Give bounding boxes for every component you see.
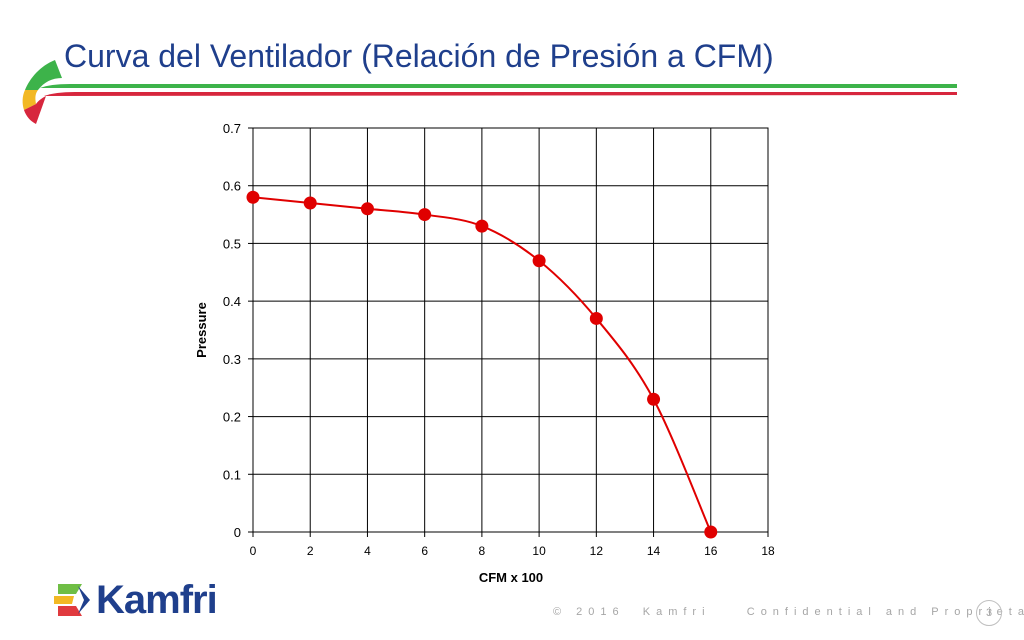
header-arc-green bbox=[25, 60, 62, 90]
data-point bbox=[589, 311, 603, 325]
header-decoration bbox=[22, 60, 957, 124]
kamfri-logo-mark bbox=[54, 584, 90, 616]
x-tick-label: 6 bbox=[421, 544, 428, 558]
data-point bbox=[475, 219, 489, 233]
header-arc-red bbox=[24, 96, 46, 124]
page-number: 3 bbox=[976, 600, 1002, 626]
y-tick-label: 0.7 bbox=[223, 121, 241, 136]
x-tick-label: 2 bbox=[307, 544, 314, 558]
x-tick-label: 8 bbox=[479, 544, 486, 558]
y-tick-label: 0 bbox=[234, 525, 241, 540]
data-point bbox=[246, 190, 260, 204]
plot-area bbox=[252, 127, 769, 533]
x-tick-label: 16 bbox=[704, 544, 718, 558]
x-axis-label: CFM x 100 bbox=[479, 570, 543, 585]
y-tick-label: 0.1 bbox=[223, 467, 241, 482]
data-point bbox=[704, 525, 718, 539]
x-tick-label: 18 bbox=[761, 544, 775, 558]
x-tick-label: 14 bbox=[647, 544, 661, 558]
data-point bbox=[647, 392, 661, 406]
data-point bbox=[418, 208, 432, 222]
x-tick-label: 10 bbox=[532, 544, 546, 558]
kamfri-logo: Kamfri bbox=[52, 578, 218, 622]
x-tick-label: 4 bbox=[364, 544, 371, 558]
x-tick-label: 12 bbox=[590, 544, 604, 558]
y-tick-label: 0.3 bbox=[223, 352, 241, 367]
y-tick-label: 0.5 bbox=[223, 236, 241, 251]
x-tick-label: 0 bbox=[250, 544, 257, 558]
y-axis-label: Pressure bbox=[194, 302, 209, 358]
footer-copyright: © 2016 Kamfri Confidential and Proprieta… bbox=[553, 606, 1024, 618]
kamfri-logo-text: Kamfri bbox=[96, 578, 218, 622]
data-point bbox=[532, 254, 546, 268]
header-line-red bbox=[44, 92, 957, 96]
fan-curve-chart: 0 2 4 6 8 10 12 14 16 18 0 0.1 0.2 0.3 0.4 0.5 0.6 0.7 CF… bbox=[194, 121, 775, 585]
data-point bbox=[360, 202, 374, 216]
header-line-green bbox=[40, 84, 957, 88]
data-point bbox=[303, 196, 317, 210]
slide-title: Curva del Ventilador (Relación de Presió… bbox=[64, 38, 774, 74]
header-arc-yellow bbox=[22, 90, 38, 110]
y-tick-label: 0.2 bbox=[223, 410, 241, 425]
y-tick-label: 0.4 bbox=[223, 294, 241, 309]
y-tick-label: 0.6 bbox=[223, 179, 241, 194]
